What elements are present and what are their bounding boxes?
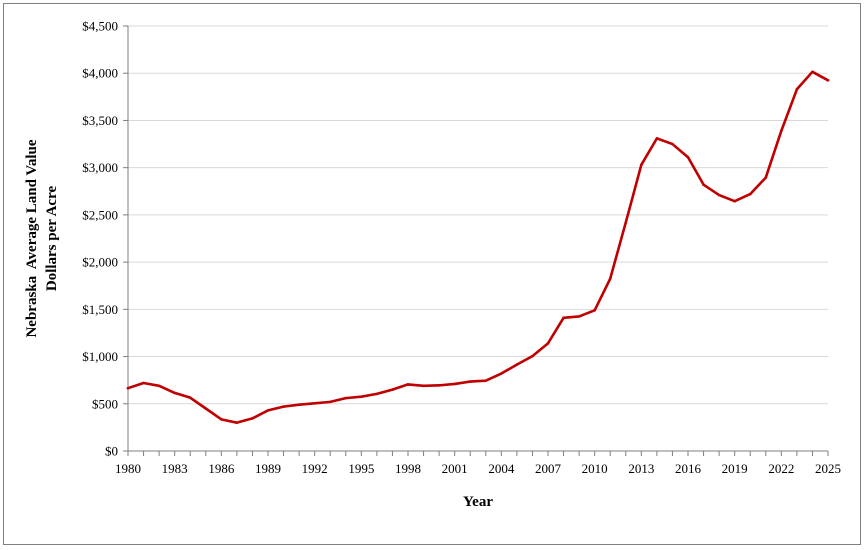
data-point xyxy=(251,417,254,420)
y-tick-label: $4,500 xyxy=(82,19,118,34)
data-point xyxy=(733,199,736,203)
data-point xyxy=(717,193,721,197)
x-tick-label: 2016 xyxy=(675,461,702,476)
data-point xyxy=(126,386,130,390)
x-tick-label: 2025 xyxy=(815,461,841,476)
data-point xyxy=(500,372,503,375)
y-tick-label: $2,500 xyxy=(82,207,118,222)
series-group xyxy=(126,70,830,424)
data-point xyxy=(406,383,410,386)
y-axis-label: Nebraska Average Land Value Dollars per A… xyxy=(24,139,60,337)
x-tick-label: 2010 xyxy=(582,461,608,476)
x-tick-labels: 1980 1983 1986 1989 1992 1995 1998 2001 2004 2007… xyxy=(115,461,841,476)
axes xyxy=(127,26,828,452)
x-tick-label: 2007 xyxy=(535,461,562,476)
data-point xyxy=(157,384,161,388)
y-tick-label: $1,000 xyxy=(82,349,118,364)
data-point xyxy=(531,354,534,358)
data-point xyxy=(220,418,223,421)
data-point xyxy=(204,407,208,410)
x-tick-label: 2022 xyxy=(768,461,794,476)
y-tick-label: $0 xyxy=(105,444,118,459)
x-tick-label: 2004 xyxy=(488,461,515,476)
data-point xyxy=(780,129,783,133)
data-point xyxy=(686,155,690,159)
data-point xyxy=(468,380,472,383)
x-tick-label: 1986 xyxy=(208,461,235,476)
data-point xyxy=(795,87,799,91)
data-point xyxy=(826,79,830,82)
data-point xyxy=(391,388,394,391)
data-point xyxy=(608,277,612,280)
data-point xyxy=(562,316,565,320)
y-tick-label: $3,000 xyxy=(82,160,118,175)
data-point xyxy=(282,405,285,408)
data-point xyxy=(422,384,425,388)
data-point xyxy=(655,137,659,140)
y-tick-label: $2,000 xyxy=(82,255,118,270)
data-point xyxy=(173,391,176,395)
data-point xyxy=(484,379,488,382)
x-axis-label: Year xyxy=(463,494,493,510)
data-point xyxy=(297,403,301,407)
data-point xyxy=(593,308,596,312)
data-point xyxy=(142,381,145,385)
x-tick-label: 1989 xyxy=(255,461,281,476)
x-tick-label: 1980 xyxy=(115,461,141,476)
y-tick-labels: $0 $500 $1,000 $1,500 $2,000 $2,500 $3,000 $3,5… xyxy=(82,19,118,459)
data-point xyxy=(328,400,332,404)
x-tick-label: 2001 xyxy=(442,461,468,476)
x-tick-label: 2019 xyxy=(722,461,748,476)
data-point xyxy=(188,396,192,399)
y-axis-label-line: Dollars per Acre xyxy=(44,186,60,292)
data-point xyxy=(344,396,348,400)
x-tick-label: 1995 xyxy=(348,461,374,476)
x-tick-label: 2013 xyxy=(628,461,654,476)
data-point xyxy=(671,142,674,146)
data-point xyxy=(266,409,270,412)
data-point xyxy=(577,315,581,318)
y-tick-label: $500 xyxy=(92,396,118,411)
data-point xyxy=(811,70,814,74)
data-point xyxy=(546,342,550,345)
gridlines xyxy=(123,25,829,456)
data-point xyxy=(437,384,441,387)
y-tick-label: $4,000 xyxy=(82,66,118,81)
data-point xyxy=(375,392,379,396)
y-tick-label: $3,500 xyxy=(82,113,118,128)
y-tick-label: $1,500 xyxy=(82,302,118,317)
chart-frame xyxy=(3,3,861,545)
data-point xyxy=(235,421,239,424)
series-line xyxy=(126,70,830,424)
data-point xyxy=(313,402,316,405)
data-point xyxy=(624,221,628,224)
data-point xyxy=(640,163,643,167)
x-tick-label: 1983 xyxy=(162,461,188,476)
y-axis-label-line: Nebraska Average Land Value xyxy=(24,139,40,337)
data-point xyxy=(360,395,363,398)
data-point xyxy=(453,382,456,386)
data-point xyxy=(515,363,519,366)
data-point xyxy=(702,183,705,186)
data-point xyxy=(748,192,752,196)
x-tick-label: 1998 xyxy=(395,461,421,476)
x-tick-label: 1992 xyxy=(302,461,328,476)
data-point xyxy=(764,176,768,179)
